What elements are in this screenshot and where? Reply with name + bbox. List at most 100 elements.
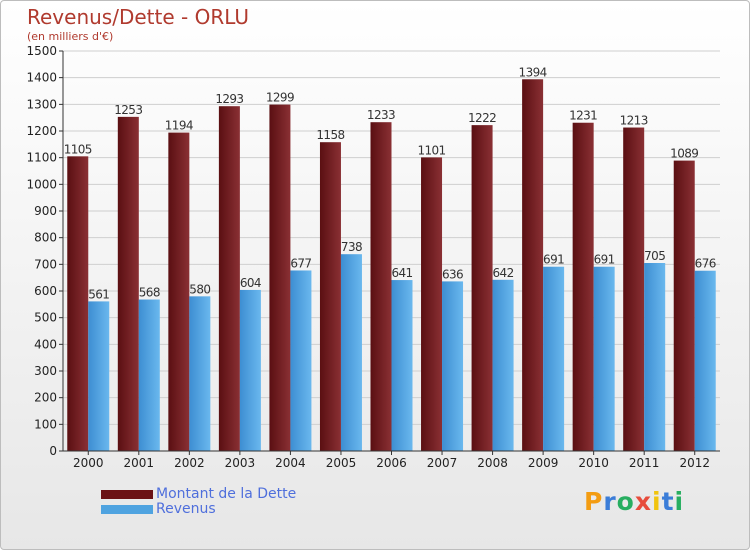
data-label-debt: 1089 xyxy=(670,147,698,161)
x-tick-label: 2003 xyxy=(225,456,256,470)
logo-letter: i xyxy=(674,487,685,516)
data-label-revenus: 561 xyxy=(88,287,109,301)
y-tick-label: 300 xyxy=(34,364,57,378)
data-label-debt: 1194 xyxy=(165,119,193,133)
data-label-revenus: 604 xyxy=(240,276,261,290)
x-tick-label: 2005 xyxy=(326,456,357,470)
data-label-debt: 1105 xyxy=(64,142,92,156)
bar-revenus xyxy=(189,296,211,451)
data-label-revenus: 677 xyxy=(290,256,311,270)
legend-label-debt: Montant de la Dette xyxy=(156,486,297,502)
bar-debt xyxy=(168,132,190,451)
y-tick-label: 1300 xyxy=(26,97,57,111)
bars-layer xyxy=(67,79,716,452)
axes-layer: 0 100 200 300 400 500 600 700 800 900 1000 1100 1200… xyxy=(26,44,720,470)
bar-debt xyxy=(67,156,89,452)
data-label-revenus: 691 xyxy=(594,253,615,267)
bar-revenus xyxy=(391,280,413,451)
x-tick-label: 2001 xyxy=(124,456,155,470)
x-tick-label: 2008 xyxy=(477,456,508,470)
data-label-revenus: 705 xyxy=(644,249,665,263)
legend-swatch-revenus xyxy=(101,505,153,514)
data-label-debt: 1101 xyxy=(417,143,445,157)
x-tick-label: 2011 xyxy=(629,456,660,470)
bar-debt xyxy=(269,104,291,451)
labels-layer: 1105 561 1253 568 1194 580 1293 604 1299 677 1158 7… xyxy=(64,65,717,301)
y-tick-label: 800 xyxy=(34,231,57,245)
data-label-debt: 1231 xyxy=(569,109,597,123)
bar-debt xyxy=(117,116,139,451)
bar-debt xyxy=(572,122,594,451)
bar-revenus xyxy=(340,254,362,451)
x-tick-label: 2006 xyxy=(376,456,407,470)
logo-letter: o xyxy=(616,487,635,516)
x-tick-label: 2000 xyxy=(73,456,104,470)
bar-revenus xyxy=(88,301,110,451)
bar-revenus xyxy=(644,263,666,451)
bar-revenus xyxy=(694,270,716,451)
y-tick-label: 1400 xyxy=(26,71,57,85)
bar-debt xyxy=(218,106,240,451)
data-label-revenus: 691 xyxy=(543,253,564,267)
y-tick-label: 400 xyxy=(34,337,57,351)
logo-letter: i xyxy=(652,487,662,516)
y-tick-label: 1000 xyxy=(26,177,57,191)
x-tick-label: 2009 xyxy=(528,456,559,470)
logo-letter: t xyxy=(661,487,675,516)
bar-revenus xyxy=(138,299,160,451)
x-tick-label: 2002 xyxy=(174,456,205,470)
bar-debt xyxy=(522,79,544,452)
data-label-debt: 1253 xyxy=(114,103,142,117)
bar-revenus xyxy=(290,270,312,451)
bar-revenus xyxy=(442,281,464,451)
data-label-revenus: 738 xyxy=(341,240,362,254)
bar-debt xyxy=(421,157,443,451)
logo-letter: r xyxy=(603,487,617,516)
bar-revenus xyxy=(492,279,514,451)
bar-debt xyxy=(623,127,645,452)
bar-revenus xyxy=(593,266,615,451)
bar-debt xyxy=(673,160,695,451)
data-label-revenus: 676 xyxy=(695,257,716,271)
logo-letter: P xyxy=(584,487,604,516)
proxiti-logo: Proxiti xyxy=(584,487,684,516)
y-tick-label: 0 xyxy=(49,444,57,458)
data-label-revenus: 642 xyxy=(493,266,514,280)
y-tick-label: 100 xyxy=(34,417,57,431)
legend-swatch-debt xyxy=(101,490,153,499)
y-tick-label: 700 xyxy=(34,257,57,271)
data-label-debt: 1213 xyxy=(620,114,648,128)
y-tick-label: 200 xyxy=(34,391,57,405)
x-tick-label: 2012 xyxy=(679,456,710,470)
x-tick-label: 2007 xyxy=(427,456,458,470)
bar-debt xyxy=(471,125,493,451)
data-label-revenus: 641 xyxy=(391,266,412,280)
y-tick-label: 900 xyxy=(34,204,57,218)
x-tick-label: 2010 xyxy=(578,456,609,470)
data-label-debt: 1222 xyxy=(468,111,496,125)
x-tick-label: 2004 xyxy=(275,456,306,470)
data-label-debt: 1233 xyxy=(367,108,395,122)
bar-debt xyxy=(319,142,341,451)
y-tick-label: 1500 xyxy=(26,44,57,58)
chart-subtitle: (en milliers d'€) xyxy=(27,30,114,43)
data-label-debt: 1158 xyxy=(316,128,344,142)
data-label-debt: 1394 xyxy=(519,65,547,79)
bar-debt xyxy=(370,122,392,451)
data-label-debt: 1293 xyxy=(215,92,243,106)
y-tick-label: 500 xyxy=(34,311,57,325)
y-tick-label: 600 xyxy=(34,284,57,298)
y-tick-label: 1200 xyxy=(26,124,57,138)
chart-title: Revenus/Dette - ORLU xyxy=(27,5,250,29)
bar-revenus xyxy=(239,289,261,451)
data-label-revenus: 568 xyxy=(139,286,160,300)
data-label-revenus: 636 xyxy=(442,267,463,281)
bar-revenus xyxy=(543,266,565,451)
y-tick-label: 1100 xyxy=(26,151,57,165)
data-label-revenus: 580 xyxy=(189,282,210,296)
legend-label-revenus: Revenus xyxy=(156,501,216,517)
logo-letter: x xyxy=(634,487,652,516)
data-label-debt: 1299 xyxy=(266,91,294,105)
